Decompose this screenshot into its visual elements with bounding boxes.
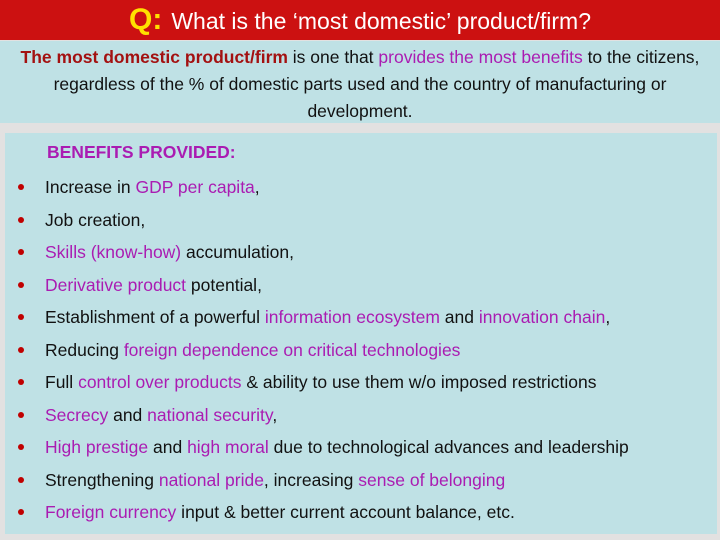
bullet-dot-icon bbox=[18, 281, 24, 288]
text-segment: GDP per capita bbox=[135, 177, 255, 197]
bullet-text: Foreign currency input & better current … bbox=[45, 502, 515, 522]
bullet-dot-icon bbox=[18, 509, 24, 515]
bullet-dot-icon bbox=[18, 314, 24, 320]
text-segment: & ability to use them w/o imposed restri… bbox=[241, 372, 597, 392]
question-q-label: Q: bbox=[129, 3, 163, 36]
bullet-dot-icon bbox=[18, 346, 24, 353]
bullet-text: Secrecy and national security, bbox=[45, 405, 277, 425]
text-segment: high moral bbox=[187, 437, 269, 457]
bullet-dot-icon bbox=[18, 411, 24, 418]
bullet-text: Job creation, bbox=[45, 210, 145, 230]
bullet-dot-icon bbox=[18, 379, 24, 385]
text-segment: The most domestic product/firm bbox=[20, 47, 293, 67]
bullet-item: Derivative product potential, bbox=[5, 273, 717, 306]
text-segment: national security bbox=[147, 404, 273, 425]
text-segment: potential, bbox=[186, 274, 262, 295]
benefits-heading: BENEFITS PROVIDED: bbox=[47, 142, 236, 162]
text-segment: , bbox=[254, 177, 260, 197]
bullet-item: Job creation, bbox=[5, 208, 717, 241]
text-segment: High prestige bbox=[45, 437, 149, 457]
bullet-dot-icon bbox=[18, 476, 24, 483]
bullet-dot-icon bbox=[18, 216, 24, 223]
text-segment: accumulation, bbox=[181, 242, 294, 262]
text-segment: input & better current account balance, … bbox=[176, 502, 515, 522]
text-segment: to the citizens, regardless of the % of … bbox=[53, 47, 700, 121]
question-title: What is the ‘most domestic’ product/firm… bbox=[171, 8, 591, 34]
text-segment: innovation chain bbox=[478, 307, 606, 327]
text-segment: provides the most benefits bbox=[378, 47, 588, 67]
bullet-item: Secrecy and national security, bbox=[5, 403, 717, 436]
intro-paragraph: The most domestic product/firm is one th… bbox=[0, 41, 720, 123]
text-segment: is one that bbox=[292, 47, 379, 67]
text-segment: Full bbox=[45, 372, 79, 392]
bullet-text: Increase in GDP per capita, bbox=[45, 177, 260, 197]
bullet-item: Foreign currency input & better current … bbox=[5, 500, 717, 533]
benefits-panel: BENEFITS PROVIDED: Increase in GDP per c… bbox=[5, 133, 717, 534]
bullet-list: Increase in GDP per capita, Job creation,… bbox=[5, 175, 717, 533]
bullet-text: Derivative product potential, bbox=[45, 275, 262, 295]
bullet-item: High prestige and high moral due to tech… bbox=[5, 435, 717, 468]
bullet-dot-icon bbox=[18, 444, 24, 450]
text-segment: foreign dependence on critical technolog… bbox=[123, 339, 461, 360]
bullet-text: Reducing foreign dependence on critical … bbox=[45, 340, 460, 360]
bullet-item: Skills (know-how) accumulation, bbox=[5, 240, 717, 273]
bullet-item: Establishment of a powerful information … bbox=[5, 305, 717, 338]
text-segment: Establishment of a powerful bbox=[45, 307, 265, 327]
bullet-item: Full control over products & ability to … bbox=[5, 370, 717, 403]
question-banner: Q: What is the ‘most domestic’ product/f… bbox=[0, 0, 720, 40]
text-segment: Reducing bbox=[45, 339, 124, 360]
bullet-text: High prestige and high moral due to tech… bbox=[45, 437, 629, 457]
text-segment: Skills (know-how) bbox=[45, 242, 182, 262]
text-segment: control over products bbox=[78, 372, 242, 392]
text-segment: Increase in bbox=[45, 177, 136, 197]
text-segment: and bbox=[439, 307, 479, 327]
bullet-item: Strengthening national pride, increasing… bbox=[5, 468, 717, 501]
text-segment: Job creation, bbox=[45, 209, 146, 230]
text-segment: due to technological advances and leader… bbox=[268, 437, 629, 457]
text-segment: Derivative product bbox=[45, 274, 187, 295]
text-segment: information ecosystem bbox=[264, 307, 440, 327]
bullet-text: Strengthening national pride, increasing… bbox=[45, 470, 505, 490]
bullet-item: Increase in GDP per capita, bbox=[5, 175, 717, 208]
text-segment: and bbox=[148, 437, 188, 457]
text-segment: national pride bbox=[158, 469, 264, 490]
bullet-text: Skills (know-how) accumulation, bbox=[45, 242, 294, 262]
bullet-dot-icon bbox=[18, 184, 24, 190]
text-segment: Foreign currency bbox=[45, 502, 177, 522]
text-segment: and bbox=[108, 404, 148, 425]
text-segment: sense of belonging bbox=[358, 469, 506, 490]
bullet-item: Reducing foreign dependence on critical … bbox=[5, 338, 717, 371]
text-segment: , bbox=[272, 404, 278, 425]
text-segment: , bbox=[605, 307, 611, 327]
bullet-text: Full control over products & ability to … bbox=[45, 372, 597, 392]
text-segment: Secrecy bbox=[45, 404, 109, 425]
text-segment: Strengthening bbox=[45, 469, 159, 490]
bullet-dot-icon bbox=[18, 249, 24, 255]
text-segment: , increasing bbox=[263, 469, 359, 490]
bullet-text: Establishment of a powerful information … bbox=[45, 307, 610, 327]
